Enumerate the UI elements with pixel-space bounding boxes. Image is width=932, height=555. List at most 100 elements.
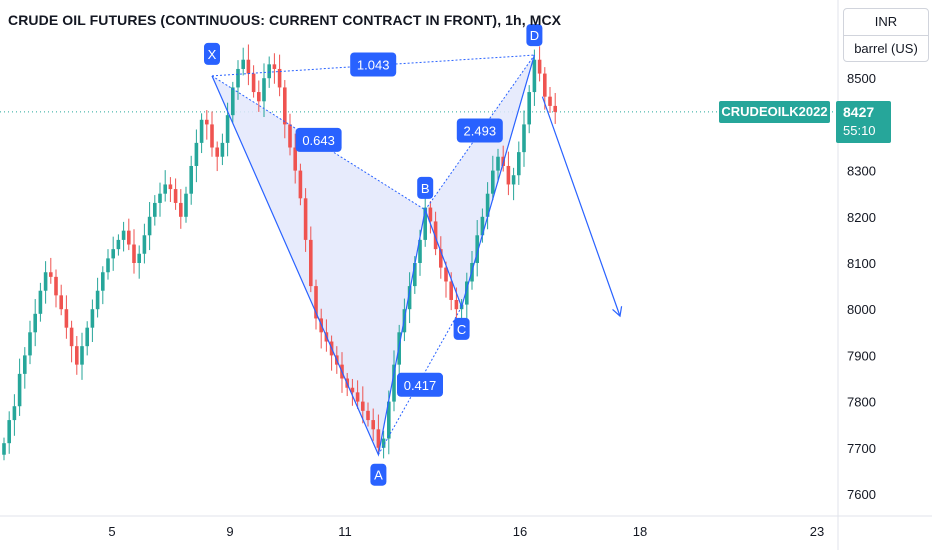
ratio-value: 0.643 — [302, 133, 335, 148]
pattern-point-badge — [417, 176, 434, 199]
candle-body — [272, 64, 277, 69]
pattern-xab-fill — [212, 75, 426, 455]
candle-body — [90, 309, 95, 328]
candle-body — [220, 142, 225, 157]
candle-body — [85, 327, 89, 347]
pattern-point-b: B — [417, 176, 434, 199]
pattern-point-d: D — [526, 24, 543, 47]
candle-body — [173, 189, 178, 203]
candle-body — [413, 263, 417, 287]
pattern-point-label: X — [208, 47, 217, 62]
candle-body — [553, 105, 557, 112]
last-price-marker: 8427 55:10 — [836, 101, 891, 143]
candle-body — [2, 443, 6, 455]
candle-body — [189, 165, 193, 194]
bar-countdown: 55:10 — [843, 123, 876, 138]
candle-body — [522, 124, 526, 153]
candle-body — [428, 207, 433, 222]
candle-body — [17, 373, 22, 407]
candle-body — [231, 87, 235, 116]
pattern-point-badge — [526, 24, 543, 47]
candle-body — [75, 346, 79, 365]
candle-body — [480, 216, 485, 236]
candle-body — [543, 73, 547, 97]
y-tick-label: 7900 — [847, 348, 876, 363]
unit-button[interactable]: barrel (US) — [854, 41, 918, 56]
candle-body — [361, 401, 365, 411]
x-tick-label: 18 — [633, 524, 647, 539]
x-tick-label: 16 — [513, 524, 527, 539]
y-tick-label: 8000 — [847, 302, 876, 317]
candle-body — [199, 119, 204, 143]
candle-body — [210, 124, 214, 148]
y-tick-label: 8300 — [847, 164, 876, 179]
candle-body — [303, 198, 308, 240]
candle-body — [64, 309, 69, 328]
candle-body — [548, 96, 552, 106]
candle-body — [283, 87, 287, 125]
candle-body — [80, 346, 84, 365]
x-tick-label: 11 — [338, 524, 352, 539]
candle-body — [371, 420, 375, 430]
candle-body — [23, 355, 27, 374]
y-tick-label: 7600 — [847, 487, 876, 502]
candle-body — [527, 92, 531, 125]
candle-body — [381, 438, 386, 448]
candle-body — [246, 59, 251, 74]
candle-body — [54, 276, 58, 296]
candle-body — [267, 64, 271, 79]
candle-body — [101, 272, 105, 291]
candle-body — [111, 249, 115, 259]
currency-button[interactable]: INR — [844, 9, 928, 36]
candle-body — [251, 73, 256, 93]
pattern-point-badge — [370, 463, 387, 486]
projection-arrow-head — [612, 306, 623, 318]
ratio-badge — [397, 372, 443, 397]
projection-arrow-line — [541, 96, 621, 317]
unit-selector[interactable]: INR barrel (US) — [843, 8, 929, 62]
candle-body — [314, 286, 318, 319]
symbol-price-label: CRUDEOILK2022 — [719, 101, 830, 123]
candle-body — [376, 429, 381, 448]
candle-body — [158, 193, 162, 203]
candle-body — [475, 235, 479, 263]
ratio-label: 0.643 — [295, 127, 342, 152]
candle-body — [168, 184, 173, 190]
x-tick-label: 5 — [108, 524, 115, 539]
candle-body — [465, 281, 469, 305]
candle-body — [444, 267, 448, 282]
candle-body — [49, 272, 53, 277]
candle-body — [439, 249, 443, 268]
candle-body — [433, 221, 438, 250]
ratio-badge — [350, 52, 397, 77]
ratio-label: 0.417 — [397, 372, 443, 397]
candle-body — [33, 313, 37, 333]
candle-body — [496, 156, 500, 171]
candle-body — [179, 202, 183, 217]
candle-body — [511, 175, 516, 185]
ratio-label: 2.493 — [456, 118, 503, 143]
x-tick-label: 23 — [810, 524, 824, 539]
chart-title: CRUDE OIL FUTURES (CONTINUOUS: CURRENT C… — [8, 12, 562, 28]
candle-body — [288, 124, 292, 148]
candle-body — [262, 78, 266, 102]
ratio-badge — [456, 118, 503, 143]
candle-body — [454, 299, 459, 310]
candle-body — [69, 327, 74, 347]
candle-body — [121, 230, 126, 240]
candle-body — [257, 92, 261, 102]
candle-body — [277, 68, 282, 88]
candle-body — [137, 253, 141, 263]
pattern-point-x: X — [204, 42, 220, 65]
candle-body — [95, 290, 100, 310]
candle-body — [532, 59, 537, 93]
pattern-point-badge — [453, 317, 470, 340]
candle-body — [241, 59, 245, 69]
candle-body — [517, 152, 521, 176]
pattern-point-label: B — [421, 181, 430, 196]
candle-body — [449, 281, 453, 300]
candle-body — [7, 420, 11, 444]
candle-body — [485, 193, 490, 217]
